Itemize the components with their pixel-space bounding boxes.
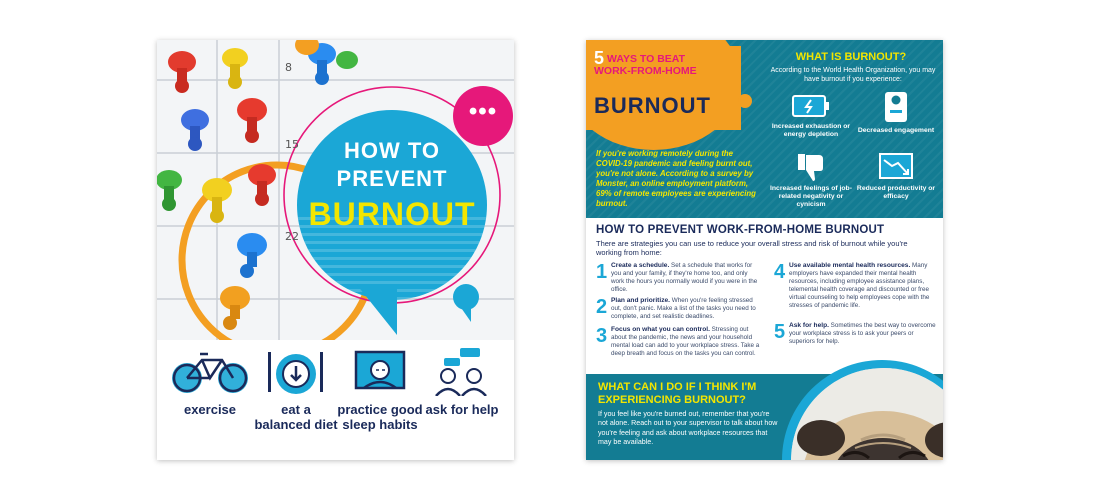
tip-text: Ask for help. Sometimes the best way to … (789, 322, 939, 346)
tip-text: Plan and prioritize. When you're feeling… (611, 297, 761, 321)
calendar-number: 22 (285, 230, 299, 243)
habit-label: exercise (183, 402, 237, 417)
header-line2: WORK-FROM-HOME (594, 65, 697, 77)
tip-text: Create a schedule. Set a schedule that w… (611, 262, 761, 294)
header-title: BURNOUT (594, 93, 711, 118)
small-comma-icon (738, 94, 752, 108)
symptom-label: Increased feelings of job-related negati… (770, 185, 852, 208)
header-number: 5 (594, 48, 605, 68)
tip-heading: Plan and prioritize. (611, 297, 670, 304)
poster-title-line2: PREVENT (336, 166, 448, 191)
symptom-label: Decreased engagement (857, 127, 935, 134)
habit-sleep: practice good sleep habits (337, 348, 423, 432)
battery-icon (792, 95, 829, 117)
what-is-burnout-heading: WHAT IS BURNOUT? (795, 51, 907, 63)
header-subtitle: 5 WAYS TO BEAT WORK-FROM-HOME (594, 49, 754, 77)
symptom-label: Reduced productivity or efficacy (856, 185, 936, 200)
pug-illustration (791, 368, 943, 460)
tip-body: Stressing out about the pandemic, the ne… (611, 326, 760, 358)
orange-header-fill (586, 46, 741, 130)
sleeping-person-icon (354, 350, 406, 390)
intro-paragraph: If you're working remotely during the CO… (596, 149, 756, 208)
header-line1: WAYS TO BEAT (607, 53, 686, 65)
habit-label: practice good sleep habits (337, 402, 423, 432)
tip-number: 3 (596, 325, 608, 347)
bicycle-icon (172, 352, 248, 393)
tip-heading: Create a schedule. (611, 262, 670, 269)
how-to-prevent-burnout-poster: 8 15 22 HOW TO PREVENT BURNOUT ••• exerc… (157, 40, 514, 460)
what-is-burnout-subtitle: According to the World Health Organizati… (770, 67, 936, 83)
calendar-number: 8 (285, 61, 292, 74)
habit-exercise: exercise (167, 348, 253, 417)
how-to-prevent-heading: HOW TO PREVENT WORK-FROM-HOME BURNOUT (596, 224, 885, 236)
declining-chart-icon (879, 153, 913, 179)
tip-body: Many employers have expanded their menta… (789, 262, 930, 310)
tip-body: When you're feeling stressed out, don't … (611, 297, 756, 321)
plate-icon (268, 352, 323, 394)
symptom-negativity: Increased feelings of job-related negati… (766, 152, 856, 209)
tip-number: 1 (596, 261, 608, 283)
door-hanger-icon (885, 92, 907, 122)
tip-heading: Focus on what you can control. (611, 326, 710, 333)
tip-number: 4 (774, 261, 786, 283)
tip-number: 2 (596, 296, 608, 318)
five-ways-to-beat-wfh-burnout-poster: 5 WAYS TO BEAT WORK-FROM-HOME BURNOUT If … (586, 40, 943, 460)
ellipsis-bubble-icon (453, 86, 513, 146)
tip-text: Use available mental health resources. M… (789, 262, 939, 311)
speech-bubble-tail (357, 285, 397, 335)
thumbs-down-icon (798, 154, 823, 181)
bottom-paragraph: If you feel like you're burned out, reme… (598, 410, 778, 447)
symptom-label: Increased exhaustion or energy depletion (771, 123, 851, 138)
habit-balanced-diet: eat a balanced diet (253, 348, 339, 432)
ellipsis-dots: ••• (468, 98, 498, 125)
poster-title-line3: BURNOUT (308, 196, 476, 232)
habit-ask-for-help: ask for help (419, 348, 505, 417)
people-talking-icon (435, 348, 487, 396)
tip-heading: Use available mental health resources. (789, 262, 911, 269)
calendar-number: 15 (285, 138, 299, 151)
bottom-heading: WHAT CAN I DO IF I THINK I'M EXPERIENCIN… (598, 381, 757, 406)
comma-tail-decoration (457, 302, 471, 322)
tip-body: Set a schedule that works for you and yo… (611, 262, 758, 294)
tip-heading: Ask for help. (789, 322, 829, 329)
tip-text: Focus on what you can control. Stressing… (611, 326, 761, 358)
symptom-exhaustion: Increased exhaustion or energy depletion (766, 92, 856, 139)
tip-body: Sometimes the best way to overcome your … (789, 322, 936, 346)
symptom-reduced-productivity: Reduced productivity or efficacy (851, 152, 941, 201)
poster-title-line1: HOW TO (343, 138, 441, 163)
how-to-prevent-intro: There are strategies you can use to redu… (596, 239, 908, 257)
tip-number: 5 (774, 321, 786, 343)
habit-label: ask for help (425, 402, 499, 417)
symptom-disengagement: Decreased engagement (851, 90, 941, 135)
habit-label: eat a balanced diet (254, 402, 338, 432)
title-speech-bubble (297, 110, 487, 300)
